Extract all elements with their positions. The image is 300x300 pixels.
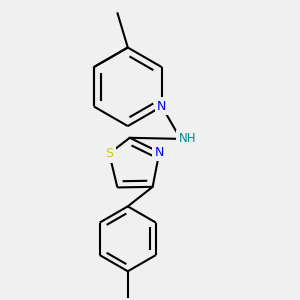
Text: NH: NH [179, 132, 196, 146]
Text: N: N [155, 146, 164, 159]
Text: S: S [105, 147, 113, 160]
Text: N: N [157, 100, 167, 113]
